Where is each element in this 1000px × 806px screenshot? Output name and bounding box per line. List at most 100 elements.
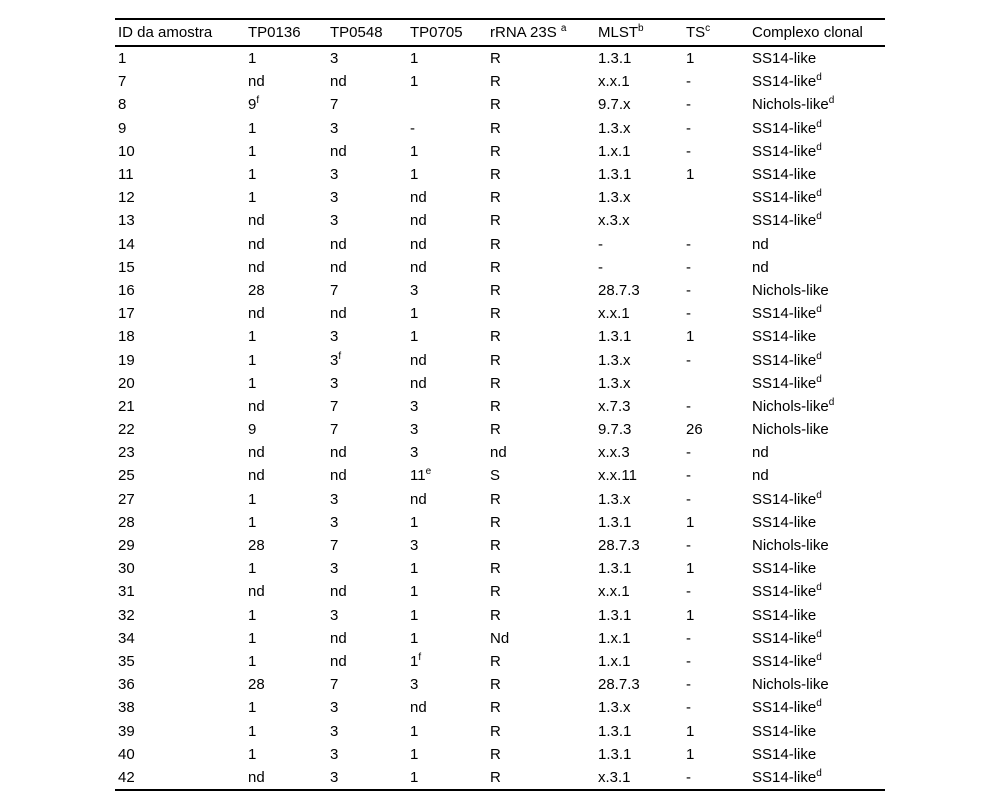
cell: - <box>410 119 415 137</box>
cell: - <box>686 537 691 555</box>
sample-id-cell: 23 <box>118 444 135 462</box>
sample-id-cell: 27 <box>118 490 135 508</box>
sample-id-cell: 1 <box>118 50 127 68</box>
cell: Nd <box>490 629 510 647</box>
sample-id-cell: 15 <box>118 258 135 276</box>
table-row: 16 28 7 3 R 28.7.3 - Nichols-like <box>115 279 885 302</box>
cell: 1 <box>248 629 257 647</box>
cell: nd <box>752 235 769 253</box>
sample-id-cell: 8 <box>118 96 127 114</box>
cell: R <box>490 50 501 68</box>
cell: R <box>490 537 501 555</box>
cell: R <box>490 212 501 230</box>
table-row: 15 nd nd nd R - - nd <box>115 256 885 279</box>
cell: 1 <box>248 513 257 531</box>
cell: Nichols-liked <box>752 396 835 415</box>
cell: R <box>490 189 501 207</box>
cell: 1.x.1 <box>598 142 631 160</box>
table-row: 29 28 7 3 R 28.7.3 - Nichols-like <box>115 534 885 557</box>
cell: nd <box>410 490 427 508</box>
sample-id-cell: 10 <box>118 142 135 160</box>
cell: - <box>686 629 691 647</box>
cell: - <box>686 281 691 299</box>
cell: 1 <box>248 699 257 717</box>
cell: nd <box>330 142 347 160</box>
cell: R <box>490 328 501 346</box>
table-row: 27 1 3 nd R 1.3.x - SS14-liked <box>115 488 885 511</box>
cell: 1 <box>686 513 695 531</box>
cell: SS14-liked <box>752 141 822 160</box>
cell: 1 <box>686 606 695 624</box>
cell: nd <box>410 189 427 207</box>
cell: 1 <box>248 722 257 740</box>
cell: 1 <box>686 745 695 763</box>
sample-id-cell: 35 <box>118 652 135 670</box>
cell: 1.3.x <box>598 490 631 508</box>
cell: R <box>490 119 501 137</box>
cell: nd <box>248 258 265 276</box>
cell <box>686 209 752 232</box>
cell: 1.3.1 <box>598 513 632 531</box>
cell: 28 <box>248 281 265 299</box>
cell: - <box>686 699 691 717</box>
cell: 26 <box>686 421 703 439</box>
cell: 1f <box>410 651 422 670</box>
column-header: TP0705 <box>410 24 463 41</box>
cell: SS14-liked <box>752 698 822 717</box>
sample-id-cell: 13 <box>118 212 135 230</box>
cell: R <box>490 166 501 184</box>
cell: 1 <box>248 142 257 160</box>
sample-id-cell: 40 <box>118 745 135 763</box>
cell: x.x.11 <box>598 467 637 485</box>
cell: 1 <box>248 560 257 578</box>
cell: 1.3.1 <box>598 745 632 763</box>
cell: 1 <box>686 328 695 346</box>
cell: nd <box>248 583 265 601</box>
cell: SS14-liked <box>752 373 822 392</box>
table-row: 23 nd nd 3 nd x.x.3 - nd <box>115 441 885 464</box>
footnote-marker: d <box>816 350 822 362</box>
cell: - <box>598 258 603 276</box>
cell: - <box>686 305 691 323</box>
sample-id-cell: 29 <box>118 537 135 555</box>
cell: 1.3.1 <box>598 50 632 68</box>
cell: 1 <box>248 374 257 392</box>
cell: 1 <box>410 606 419 624</box>
cell: 1 <box>410 166 419 184</box>
cell: 1.3.1 <box>598 606 632 624</box>
sample-id-cell: 14 <box>118 235 135 253</box>
cell: x.x.1 <box>598 583 630 601</box>
sample-id-cell: 36 <box>118 676 135 694</box>
table-row: 20 1 3 nd R 1.3.x SS14-liked <box>115 372 885 395</box>
cell: R <box>490 768 501 786</box>
sample-id-cell: 22 <box>118 421 135 439</box>
footnote-marker: d <box>816 188 822 200</box>
cell: 28 <box>248 676 265 694</box>
cell: 1 <box>248 119 257 137</box>
sample-id-cell: 19 <box>118 351 135 369</box>
cell: 1.x.1 <box>598 629 631 647</box>
footnote-marker: d <box>816 489 822 501</box>
table-row: 35 1 nd 1f R 1.x.1 - SS14-liked <box>115 650 885 673</box>
strain-typing-table: ID da amostra TP0136 TP0548 TP0705 rRNA 23S … <box>115 18 885 791</box>
table-row: 36 28 7 3 R 28.7.3 - Nichols-like <box>115 673 885 696</box>
cell: nd <box>330 629 347 647</box>
sample-id-cell: 20 <box>118 374 135 392</box>
cell: 1.3.x <box>598 119 631 137</box>
sample-id-cell: 18 <box>118 328 135 346</box>
cell: 1.3.1 <box>598 560 632 578</box>
cell: R <box>490 351 501 369</box>
cell: SS14-liked <box>752 350 822 369</box>
cell: 3 <box>330 722 339 740</box>
cell <box>686 372 752 395</box>
footnote-marker: a <box>560 23 567 34</box>
cell: nd <box>248 768 265 786</box>
cell: nd <box>410 258 427 276</box>
table-row: 40 1 3 1 R 1.3.1 1 SS14-like <box>115 743 885 766</box>
footnote-marker: d <box>816 72 822 84</box>
cell: 1 <box>248 166 257 184</box>
table-row: 10 1 nd 1 R 1.x.1 - SS14-liked <box>115 140 885 163</box>
cell: - <box>686 676 691 694</box>
cell: 7 <box>330 537 339 555</box>
cell: R <box>490 235 501 253</box>
